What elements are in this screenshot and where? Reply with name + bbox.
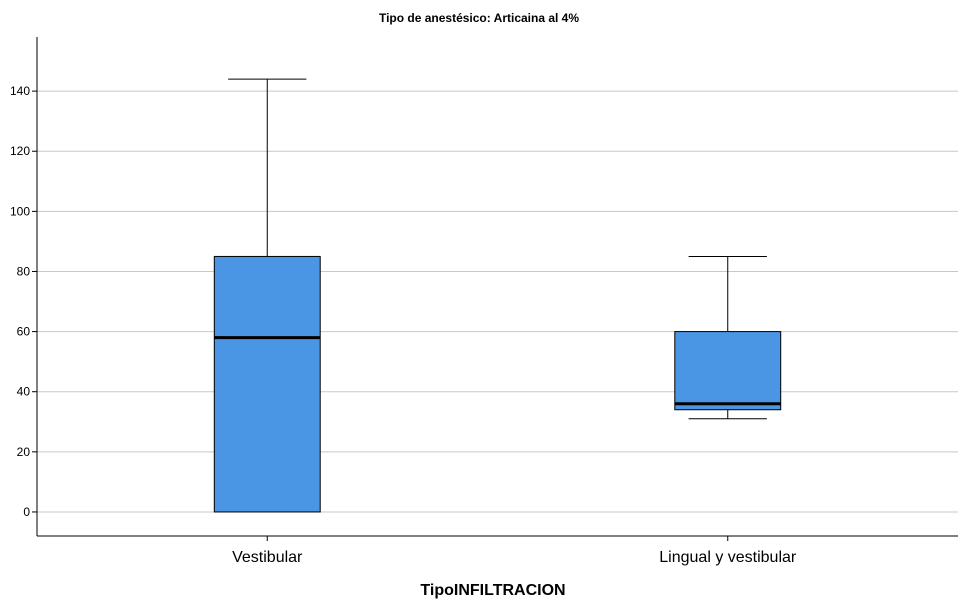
- y-tick-label: 80: [17, 264, 31, 278]
- box-group: [674, 255, 782, 420]
- box: [213, 255, 321, 513]
- x-axis-categories: Vestibular Lingual y vestibular: [232, 536, 797, 566]
- x-axis-label: TipoINFILTRACION: [420, 582, 565, 599]
- y-tick-label: 140: [10, 84, 30, 98]
- y-tick-label: 20: [17, 445, 31, 459]
- box: [674, 331, 782, 411]
- boxes: [213, 78, 782, 513]
- chart-title: Tipo de anestésico: Articaina al 4%: [379, 11, 579, 25]
- x-category-label: Lingual y vestibular: [659, 549, 797, 566]
- x-category-label: Vestibular: [232, 549, 303, 566]
- y-tick-label: 100: [10, 204, 30, 218]
- y-axis-ticks: 0 20 40 60 80 100 120 140: [10, 84, 37, 519]
- box-group: [213, 78, 321, 513]
- gridlines: [37, 90, 958, 513]
- y-tick-label: 0: [23, 505, 30, 519]
- y-tick-label: 120: [10, 144, 30, 158]
- y-tick-label: 40: [17, 385, 31, 399]
- y-tick-label: 60: [17, 325, 31, 339]
